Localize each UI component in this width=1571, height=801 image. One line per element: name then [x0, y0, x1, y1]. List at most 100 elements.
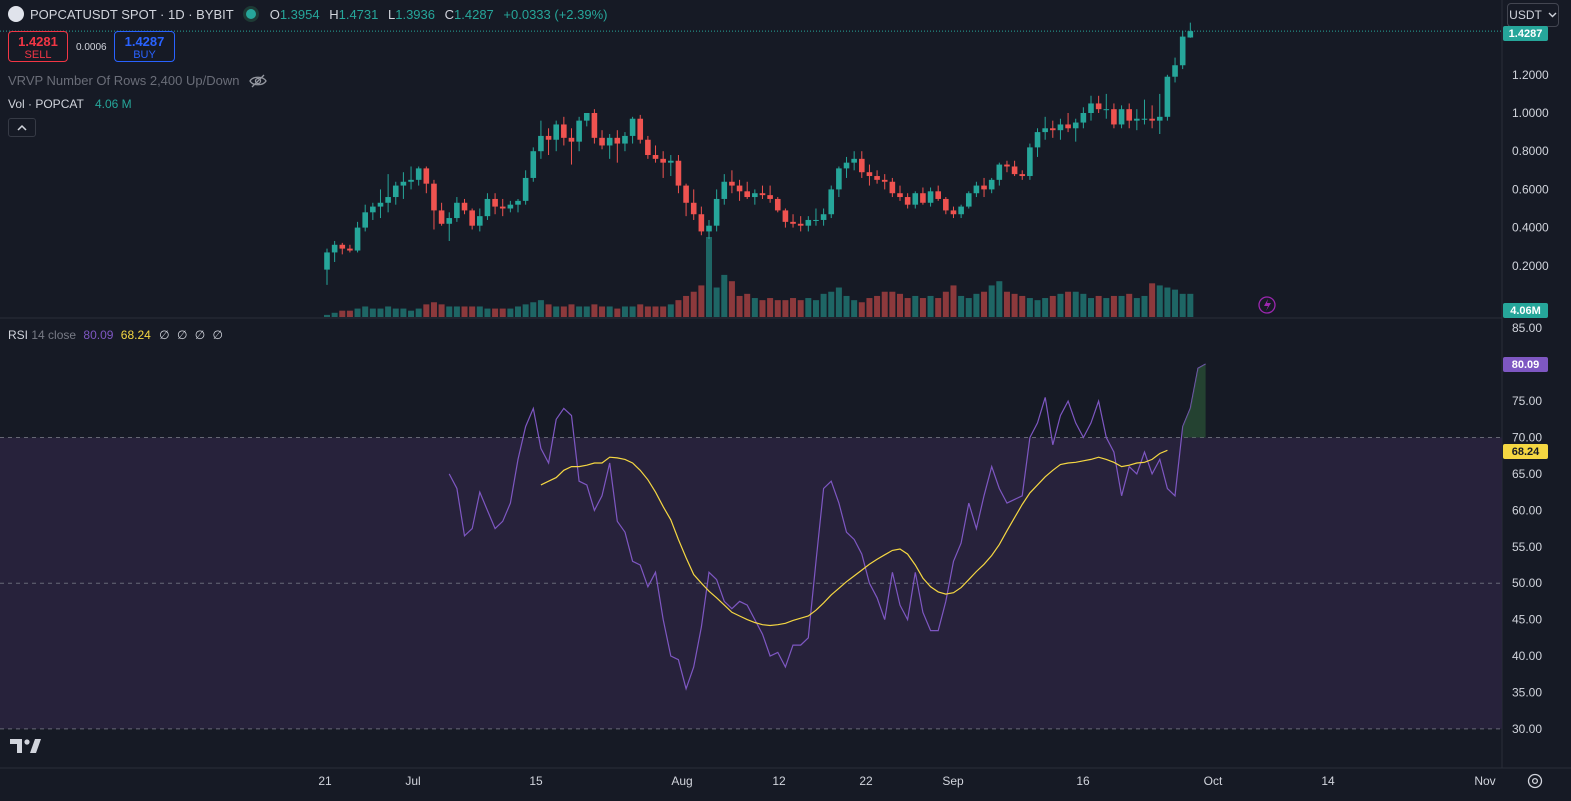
candle-body	[1095, 103, 1102, 110]
rsi-axis-tick: 60.00	[1512, 503, 1542, 517]
candle-body	[935, 191, 941, 199]
candle-body	[1034, 132, 1041, 148]
low-value: 1.3936	[395, 6, 435, 22]
time-axis-label: Nov	[1474, 774, 1495, 788]
ohlc-values: O1.3954 H1.4731 L1.3936 C1.4287 +0.0333 …	[270, 7, 614, 22]
candle-body	[797, 223, 804, 226]
vrvp-legend[interactable]: VRVP Number Of Rows 2,400 Up/Down	[8, 73, 268, 88]
candle-body	[706, 225, 712, 232]
gear-icon[interactable]	[1526, 772, 1544, 790]
volume-bar	[400, 308, 407, 317]
rsi-axis-tick: 85.00	[1512, 321, 1542, 335]
candle-body	[1050, 128, 1056, 131]
volume-bar	[652, 306, 659, 317]
candle-body	[820, 214, 827, 220]
candle-body	[721, 181, 728, 199]
candle-body	[1118, 109, 1125, 125]
eye-hidden-icon[interactable]	[249, 74, 268, 88]
volume-bar	[339, 310, 346, 317]
rsi-axis-tick: 45.00	[1512, 613, 1542, 627]
volume-bar	[1187, 293, 1194, 317]
volume-bar	[629, 306, 636, 317]
volume-bar	[1065, 291, 1072, 317]
candle-body	[400, 181, 407, 186]
currency-select[interactable]: USDT	[1507, 3, 1559, 27]
volume-legend[interactable]: Vol · POPCAT 4.06 M	[8, 97, 132, 111]
rsi-params: 14 close	[31, 328, 77, 342]
candle-body	[530, 151, 537, 178]
candle-body	[469, 210, 475, 226]
candle-body	[668, 160, 674, 163]
rsi-name: RSI	[8, 328, 29, 342]
candle-body	[943, 198, 949, 211]
rsi-legend[interactable]: RSI 14 close 80.09 68.24 ∅ ∅ ∅ ∅	[8, 328, 223, 342]
volume-bar	[1072, 291, 1079, 317]
collapse-legend-button[interactable]	[8, 118, 36, 137]
volume-bar	[1172, 289, 1179, 317]
candle-body	[866, 172, 873, 177]
volume-bar	[1141, 295, 1148, 317]
candle-body	[889, 181, 896, 194]
volume-bar	[706, 237, 712, 317]
volume-bar	[377, 308, 384, 317]
open-value: 1.3954	[279, 6, 320, 22]
time-axis-label: 16	[1076, 774, 1090, 788]
volume-bar	[1026, 298, 1033, 317]
volume-bar	[369, 308, 376, 317]
chevron-up-icon	[17, 124, 27, 131]
time-axis-label: 15	[529, 774, 543, 788]
volume-bar	[499, 308, 506, 317]
tradingview-logo-icon	[10, 739, 41, 753]
candle-body	[874, 176, 880, 180]
candle-body	[965, 193, 972, 207]
high-label: H	[329, 6, 339, 22]
candle-body	[652, 155, 659, 159]
candle-body	[973, 185, 980, 194]
volume-bar	[492, 308, 499, 317]
candle-body	[881, 179, 888, 182]
candle-body	[614, 137, 621, 144]
rsi-axis-tick: 65.00	[1512, 467, 1542, 481]
volume-bar	[507, 308, 514, 317]
candle-body	[629, 118, 636, 136]
candle-body	[622, 135, 628, 144]
sell-label: SELL	[24, 49, 52, 61]
candle-body	[1103, 109, 1110, 111]
volume-bar	[958, 295, 965, 317]
candle-body	[415, 168, 422, 180]
volume-bar	[889, 291, 896, 317]
sell-button[interactable]: 1.4281 SELL	[8, 31, 68, 62]
time-axis-label: 12	[772, 774, 786, 788]
time-axis-label: Aug	[671, 774, 692, 788]
time-axis-label: 14	[1321, 774, 1335, 788]
last-price-tag: 1.4287	[1503, 26, 1548, 41]
volume-bar	[660, 306, 667, 317]
candle-body	[637, 118, 644, 140]
candle-body	[385, 197, 391, 203]
symbol-title[interactable]: POPCATUSDT SPOT · 1D · BYBIT	[30, 6, 234, 22]
candle-body	[392, 185, 399, 198]
volume-bar	[346, 310, 353, 317]
volume-bar	[927, 295, 934, 317]
buy-button[interactable]: 1.4287 BUY	[114, 31, 175, 62]
rsi-axis-tick: 50.00	[1512, 576, 1542, 590]
volume-bar	[415, 308, 422, 317]
volume-bar	[767, 298, 774, 317]
volume-bar	[545, 304, 552, 317]
volume-bar	[1103, 298, 1110, 317]
candle-body	[576, 120, 582, 142]
candle-body	[1179, 36, 1186, 66]
close-value: 1.4287	[454, 6, 494, 22]
candle-body	[438, 210, 445, 224]
candle-body	[920, 193, 926, 203]
candle-body	[1042, 128, 1048, 133]
popcat-logo-icon	[8, 6, 24, 22]
candle-body	[1011, 166, 1018, 175]
price-axis-tick: 1.2000	[1512, 68, 1549, 82]
volume-bar	[446, 306, 453, 317]
volume-bar	[988, 285, 995, 317]
candle-body	[377, 202, 384, 207]
candle-body	[736, 185, 743, 192]
